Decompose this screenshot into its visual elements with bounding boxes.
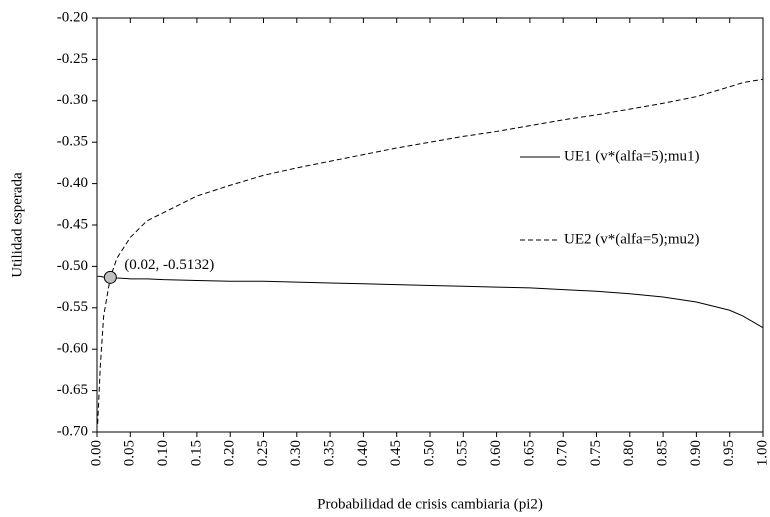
x-tick-label: 0.15 (188, 440, 204, 466)
x-tick-label: 0.00 (88, 440, 104, 466)
x-tick-label: 0.85 (655, 440, 671, 466)
x-tick-label: 0.50 (421, 440, 437, 466)
x-tick-label: 0.20 (222, 440, 238, 466)
annotation-marker (103, 270, 117, 284)
y-tick-label: -0.25 (57, 51, 88, 67)
y-tick-label: -0.50 (57, 258, 88, 274)
y-tick-label: -0.60 (57, 341, 88, 357)
x-tick-label: 0.05 (122, 440, 138, 466)
x-tick-label: 0.80 (621, 440, 637, 466)
plot-frame (96, 17, 764, 433)
x-tick-label: 0.40 (355, 440, 371, 466)
legend-label: UE2 (v*(alfa=5);mu2) (564, 231, 700, 247)
y-tick-label: -0.30 (57, 92, 88, 108)
annotation-label: (0.02, -0.5132) (124, 257, 214, 273)
x-tick-label: 0.75 (588, 440, 604, 466)
y-tick-label: -0.55 (57, 299, 88, 315)
x-tick-label: 0.60 (488, 440, 504, 466)
x-tick-label: 0.25 (255, 440, 271, 466)
y-tick-label: -0.40 (57, 175, 88, 191)
x-tick-label: 1.00 (754, 440, 770, 466)
x-tick-label: 0.55 (455, 440, 471, 466)
x-axis-label: Probabilidad de crisis cambiaria (pi2) (317, 496, 543, 512)
series-line (97, 78, 764, 424)
x-tick-label: 0.70 (555, 440, 571, 466)
legend-label: UE1 (v*(alfa=5);mu1) (564, 148, 700, 164)
y-tick-label: -0.65 (57, 382, 88, 398)
y-tick-label: -0.45 (57, 216, 88, 232)
y-axis-label: Utilidad esperada (9, 172, 25, 278)
x-tick-label: 0.30 (288, 440, 304, 466)
series-line (97, 275, 764, 329)
x-tick-label: 0.10 (155, 440, 171, 466)
x-tick-label: 0.95 (721, 440, 737, 466)
x-tick-label: 0.65 (521, 440, 537, 466)
x-tick-label: 0.45 (388, 440, 404, 466)
y-tick-label: -0.35 (57, 134, 88, 150)
x-tick-label: 0.90 (688, 440, 704, 466)
x-tick-label: 0.35 (322, 440, 338, 466)
y-tick-label: -0.70 (57, 423, 88, 439)
y-tick-label: -0.20 (57, 9, 88, 25)
